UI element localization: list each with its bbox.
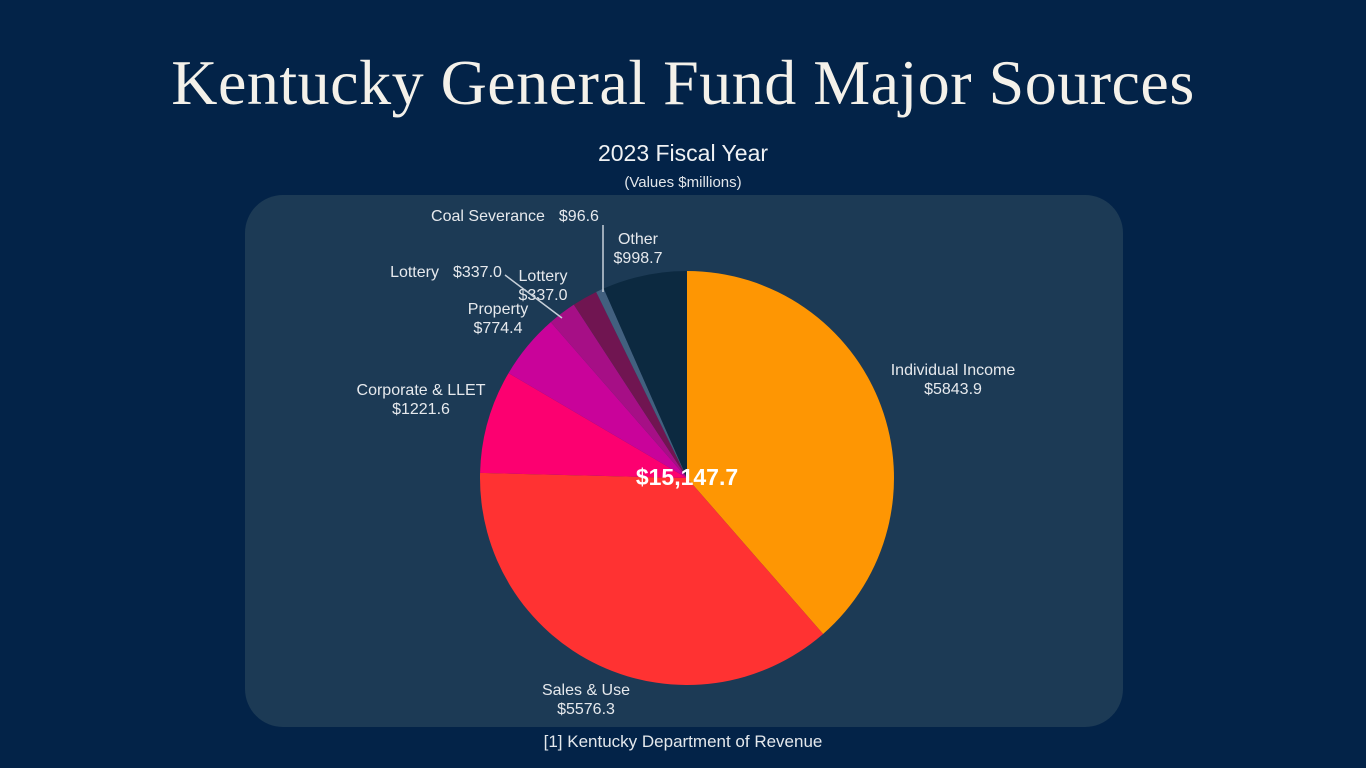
units-note: (Values $millions) — [624, 174, 742, 191]
source-citation: [1] Kentucky Department of Revenue — [543, 732, 823, 751]
pie-slice-coal-severance — [596, 288, 687, 478]
pie-slice-other — [603, 271, 687, 478]
label-corporate-llet: Corporate & LLET $1221.6 — [301, 381, 541, 419]
label-lottery-far-name: Lottery — [390, 264, 439, 281]
label-corporate-llet-name: Corporate & LLET — [356, 382, 486, 399]
label-property-name: Property — [467, 301, 529, 318]
label-sales-use-value: $5576.3 — [557, 701, 615, 718]
chart-panel: Coal Severance $96.6 Other $998.7 Lottery… — [245, 195, 1123, 727]
page-title: Kentucky General Fund Major Sources — [171, 47, 1195, 118]
label-individual-income: Individual Income $5843.9 — [833, 361, 1073, 399]
pie-chart — [479, 271, 894, 685]
pie-slice-corporate-llet — [480, 373, 687, 478]
label-property: Property $774.4 — [438, 300, 558, 338]
pie-center-total: $15,147.7 — [635, 464, 739, 490]
label-other: Other $998.7 — [578, 230, 698, 268]
label-individual-income-value: $5843.9 — [924, 381, 982, 398]
label-lottery-far: Lottery $337.0 — [326, 263, 566, 282]
label-lottery-near-name: Lottery — [518, 268, 568, 285]
pie-slice-unlabeled — [573, 292, 687, 478]
label-sales-use: Sales & Use $5576.3 — [466, 681, 706, 719]
pie-slice-sales-use — [479, 472, 824, 685]
label-coal-severance: Coal Severance $96.6 — [365, 207, 665, 226]
label-property-value: $774.4 — [473, 320, 523, 337]
pie-slice-individual-income — [687, 271, 894, 634]
label-other-value: $998.7 — [613, 250, 663, 267]
label-individual-income-name: Individual Income — [890, 362, 1016, 379]
label-sales-use-name: Sales & Use — [541, 682, 631, 699]
page-subtitle: 2023 Fiscal Year — [597, 140, 769, 166]
label-corporate-llet-value: $1221.6 — [392, 401, 450, 418]
pie-slice-property — [508, 322, 687, 478]
pie-slice-lottery — [550, 304, 687, 478]
label-lottery-far-value: $337.0 — [452, 264, 502, 281]
label-coal-severance-name: Coal Severance — [431, 208, 545, 225]
label-coal-severance-value: $96.6 — [558, 208, 599, 225]
label-other-name: Other — [617, 231, 658, 248]
